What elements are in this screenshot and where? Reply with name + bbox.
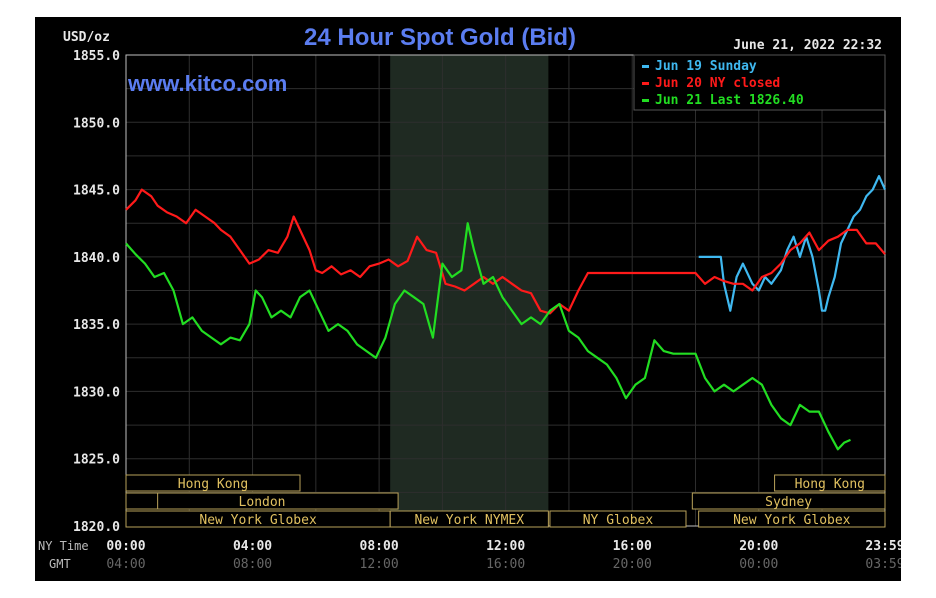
x-tick-label-gmt: 08:00 — [233, 557, 272, 572]
y-tick-label: 1840.0 — [73, 251, 120, 266]
x-tick-label-ny: 23:59 — [865, 539, 901, 554]
x-row-label-ny: NY Time — [38, 539, 89, 553]
site-url: www.kitco.com — [127, 71, 287, 96]
x-tick-label-gmt: 00:00 — [739, 557, 778, 572]
series-line-3 — [125, 222, 851, 451]
session-bar-label: Hong Kong — [795, 477, 865, 492]
gold-chart: 1855.0 1850.0 1845.0 1840.0 1835.0 1830.0 1825… — [35, 17, 905, 581]
session-bar — [698, 510, 886, 528]
chart-title: 24 Hour Spot Gold (Bid) — [304, 24, 576, 51]
y-tick-label: 1845.0 — [73, 184, 120, 199]
chart-svg: 1855.0 1850.0 1845.0 1840.0 1835.0 1830.0 1825… — [38, 24, 905, 572]
y-tick-label: 1820.0 — [73, 520, 120, 535]
series-line-2 — [125, 188, 886, 315]
session-bar-label: Sydney — [765, 495, 812, 510]
legend-box — [633, 54, 886, 111]
session-bar — [125, 474, 301, 492]
legend-entry: Jun 19 Sunday — [655, 59, 757, 74]
session-bar-label: NY Globex — [583, 513, 654, 528]
legend-swatch — [642, 99, 649, 102]
x-tick-label-ny: 00:00 — [106, 539, 145, 554]
legend-swatch — [642, 65, 649, 68]
x-tick-label-ny: 08:00 — [360, 539, 399, 554]
x-tick-label-ny: 12:00 — [486, 539, 525, 554]
y-tick-label: 1855.0 — [73, 49, 120, 64]
x-tick-label-ny: 16:00 — [613, 539, 652, 554]
session-bar-label: New York Globex — [733, 513, 851, 528]
x-tick-label-gmt: 04:00 — [106, 557, 145, 572]
y-tick-label: 1850.0 — [73, 116, 120, 131]
y-tick-label: 1830.0 — [73, 385, 120, 400]
y-axis-label: USD/oz — [63, 30, 110, 45]
x-tick-label-gmt: 12:00 — [360, 557, 399, 572]
session-bar-label: New York Globex — [199, 513, 317, 528]
y-tick-label: 1825.0 — [73, 453, 120, 468]
x-tick-label-ny: 04:00 — [233, 539, 272, 554]
legend-entry: Jun 21 Last 1826.40 — [655, 93, 804, 108]
legend-entry: Jun 20 NY closed — [655, 76, 780, 91]
x-tick-label-gmt: 03:59 — [865, 557, 901, 572]
x-tick-label-ny: 20:00 — [739, 539, 778, 554]
x-tick-label-gmt: 20:00 — [613, 557, 652, 572]
chart-timestamp: June 21, 2022 22:32 — [733, 38, 882, 53]
session-bar — [389, 510, 549, 528]
y-tick-label: 1835.0 — [73, 318, 120, 333]
session-bar-divider — [125, 492, 159, 510]
x-row-label-gmt: GMT — [49, 557, 71, 571]
x-tick-label-gmt: 16:00 — [486, 557, 525, 572]
session-bar-label: Hong Kong — [178, 477, 248, 492]
session-bar — [549, 510, 687, 528]
session-bar — [691, 492, 886, 510]
legend-swatch — [642, 82, 649, 85]
session-bar — [774, 474, 886, 492]
session-bar-label: New York NYMEX — [414, 513, 524, 528]
session-bar-label: London — [239, 495, 286, 510]
